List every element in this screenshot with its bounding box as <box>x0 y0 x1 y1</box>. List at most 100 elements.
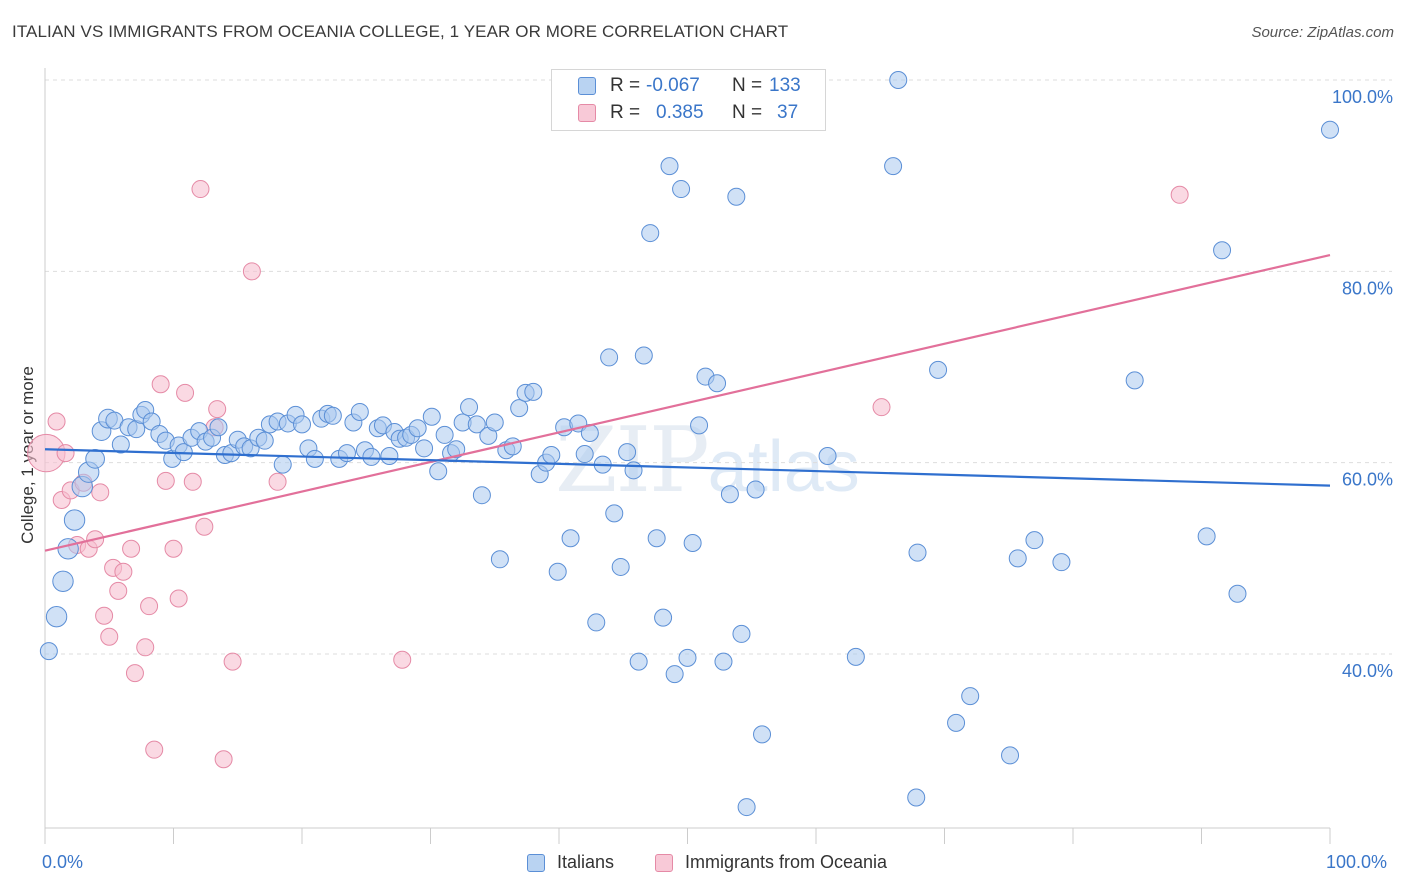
legend-n-label: N = <box>732 75 763 96</box>
italians-point <box>624 461 643 480</box>
oceania-point <box>47 412 66 431</box>
italians-point <box>641 224 660 243</box>
oceania-point <box>145 740 164 759</box>
oceania-point <box>114 562 133 581</box>
italians-point <box>708 374 727 393</box>
legend-r-value: -0.067 <box>646 75 700 96</box>
oceania-point <box>223 652 242 671</box>
italians-point <box>524 382 543 401</box>
legend-r-value: 0.385 <box>656 102 704 123</box>
italians-point <box>435 425 454 444</box>
oceania-point <box>109 581 128 600</box>
oceania-point <box>156 471 175 490</box>
source-credit: Source: ZipAtlas.com <box>1251 24 1394 41</box>
italians-point <box>665 665 684 684</box>
italians-point <box>678 648 697 667</box>
oceania-points <box>27 180 1189 769</box>
italians-point <box>1197 527 1216 546</box>
oceania-point <box>191 180 210 199</box>
legend-n-label: N = <box>732 102 763 123</box>
italians-point <box>548 562 567 581</box>
y-tick-label: 100.0% <box>1332 87 1393 107</box>
italians-point <box>510 399 529 418</box>
italians-point <box>273 455 292 474</box>
italians-point <box>575 445 594 464</box>
italians-point <box>961 687 980 706</box>
italians-point <box>362 447 381 466</box>
italians-point <box>672 180 691 199</box>
legend-swatch-pink <box>578 104 596 122</box>
italians-point <box>422 407 441 426</box>
italians-point <box>293 415 311 434</box>
oceania-point <box>208 400 227 419</box>
oceania-point <box>136 638 155 657</box>
italians-point <box>929 360 948 379</box>
oceania-point <box>164 539 183 558</box>
italians-point <box>746 480 765 499</box>
italians-point <box>305 449 324 468</box>
italians-point <box>660 157 679 176</box>
italians-point <box>690 416 709 435</box>
italians-point <box>889 71 908 89</box>
italians-point <box>732 624 751 643</box>
italians-point <box>1213 241 1232 260</box>
italians-point <box>1025 531 1044 550</box>
italians-point <box>380 446 399 465</box>
oceania-point <box>268 472 287 491</box>
oceania-point <box>122 539 141 558</box>
oceania-point <box>183 472 202 491</box>
oceania-point <box>1170 185 1189 204</box>
legend-r-label: R = <box>610 75 641 96</box>
italians-point <box>1001 746 1020 765</box>
italians-point <box>629 652 648 671</box>
italians-point <box>111 435 130 454</box>
italians-point <box>429 462 448 481</box>
italians-point <box>323 406 342 425</box>
legend-n-value: 37 <box>777 102 799 123</box>
stats-legend: R = -0.067 N = 133 R = 0.385 N = 37 <box>551 69 826 131</box>
italians-point <box>408 419 427 438</box>
legend-swatch-blue <box>527 853 545 872</box>
oceania-point <box>393 650 412 669</box>
legend-r-label: R = <box>610 102 641 123</box>
italians-point <box>57 538 79 560</box>
italians-point <box>683 534 702 553</box>
legend-item-oceania[interactable]: Immigrants from Oceania <box>655 852 887 873</box>
italians-point <box>350 402 369 421</box>
italians-point <box>753 725 772 744</box>
italians-point <box>908 543 927 562</box>
italians-point <box>618 443 637 462</box>
italians-point <box>846 647 865 666</box>
legend-item-italians[interactable]: Italians <box>527 852 614 873</box>
oceania-trend-line <box>44 253 1331 552</box>
italians-point <box>85 448 105 469</box>
italians-point <box>1228 584 1247 603</box>
italians-point <box>542 446 561 465</box>
oceania-point <box>91 483 110 502</box>
oceania-point <box>242 262 261 281</box>
italians-point <box>907 788 926 807</box>
y-tick-labels: 100.0% 80.0% 60.0% 40.0% <box>1332 87 1393 681</box>
oceania-point <box>169 589 188 608</box>
italians-point <box>255 431 274 450</box>
italians-point <box>720 485 739 504</box>
italians-point <box>818 446 837 465</box>
x-tick-label-min: 0.0% <box>42 852 84 872</box>
italians-point <box>490 550 509 569</box>
legend-swatch-blue <box>578 77 596 95</box>
italians-point <box>45 605 68 628</box>
y-tick-label: 80.0% <box>1342 278 1393 298</box>
italians-point <box>209 418 228 437</box>
italians-point <box>647 529 666 548</box>
italians-point <box>600 348 619 367</box>
oceania-point <box>151 375 170 394</box>
italians-point <box>947 713 966 732</box>
italians-point <box>1321 120 1339 139</box>
grid-lines <box>45 79 1392 655</box>
italians-point <box>467 415 486 434</box>
italians-point <box>611 557 630 576</box>
italians-point <box>1052 553 1071 572</box>
oceania-point <box>176 383 195 402</box>
y-tick-label: 60.0% <box>1342 470 1393 490</box>
